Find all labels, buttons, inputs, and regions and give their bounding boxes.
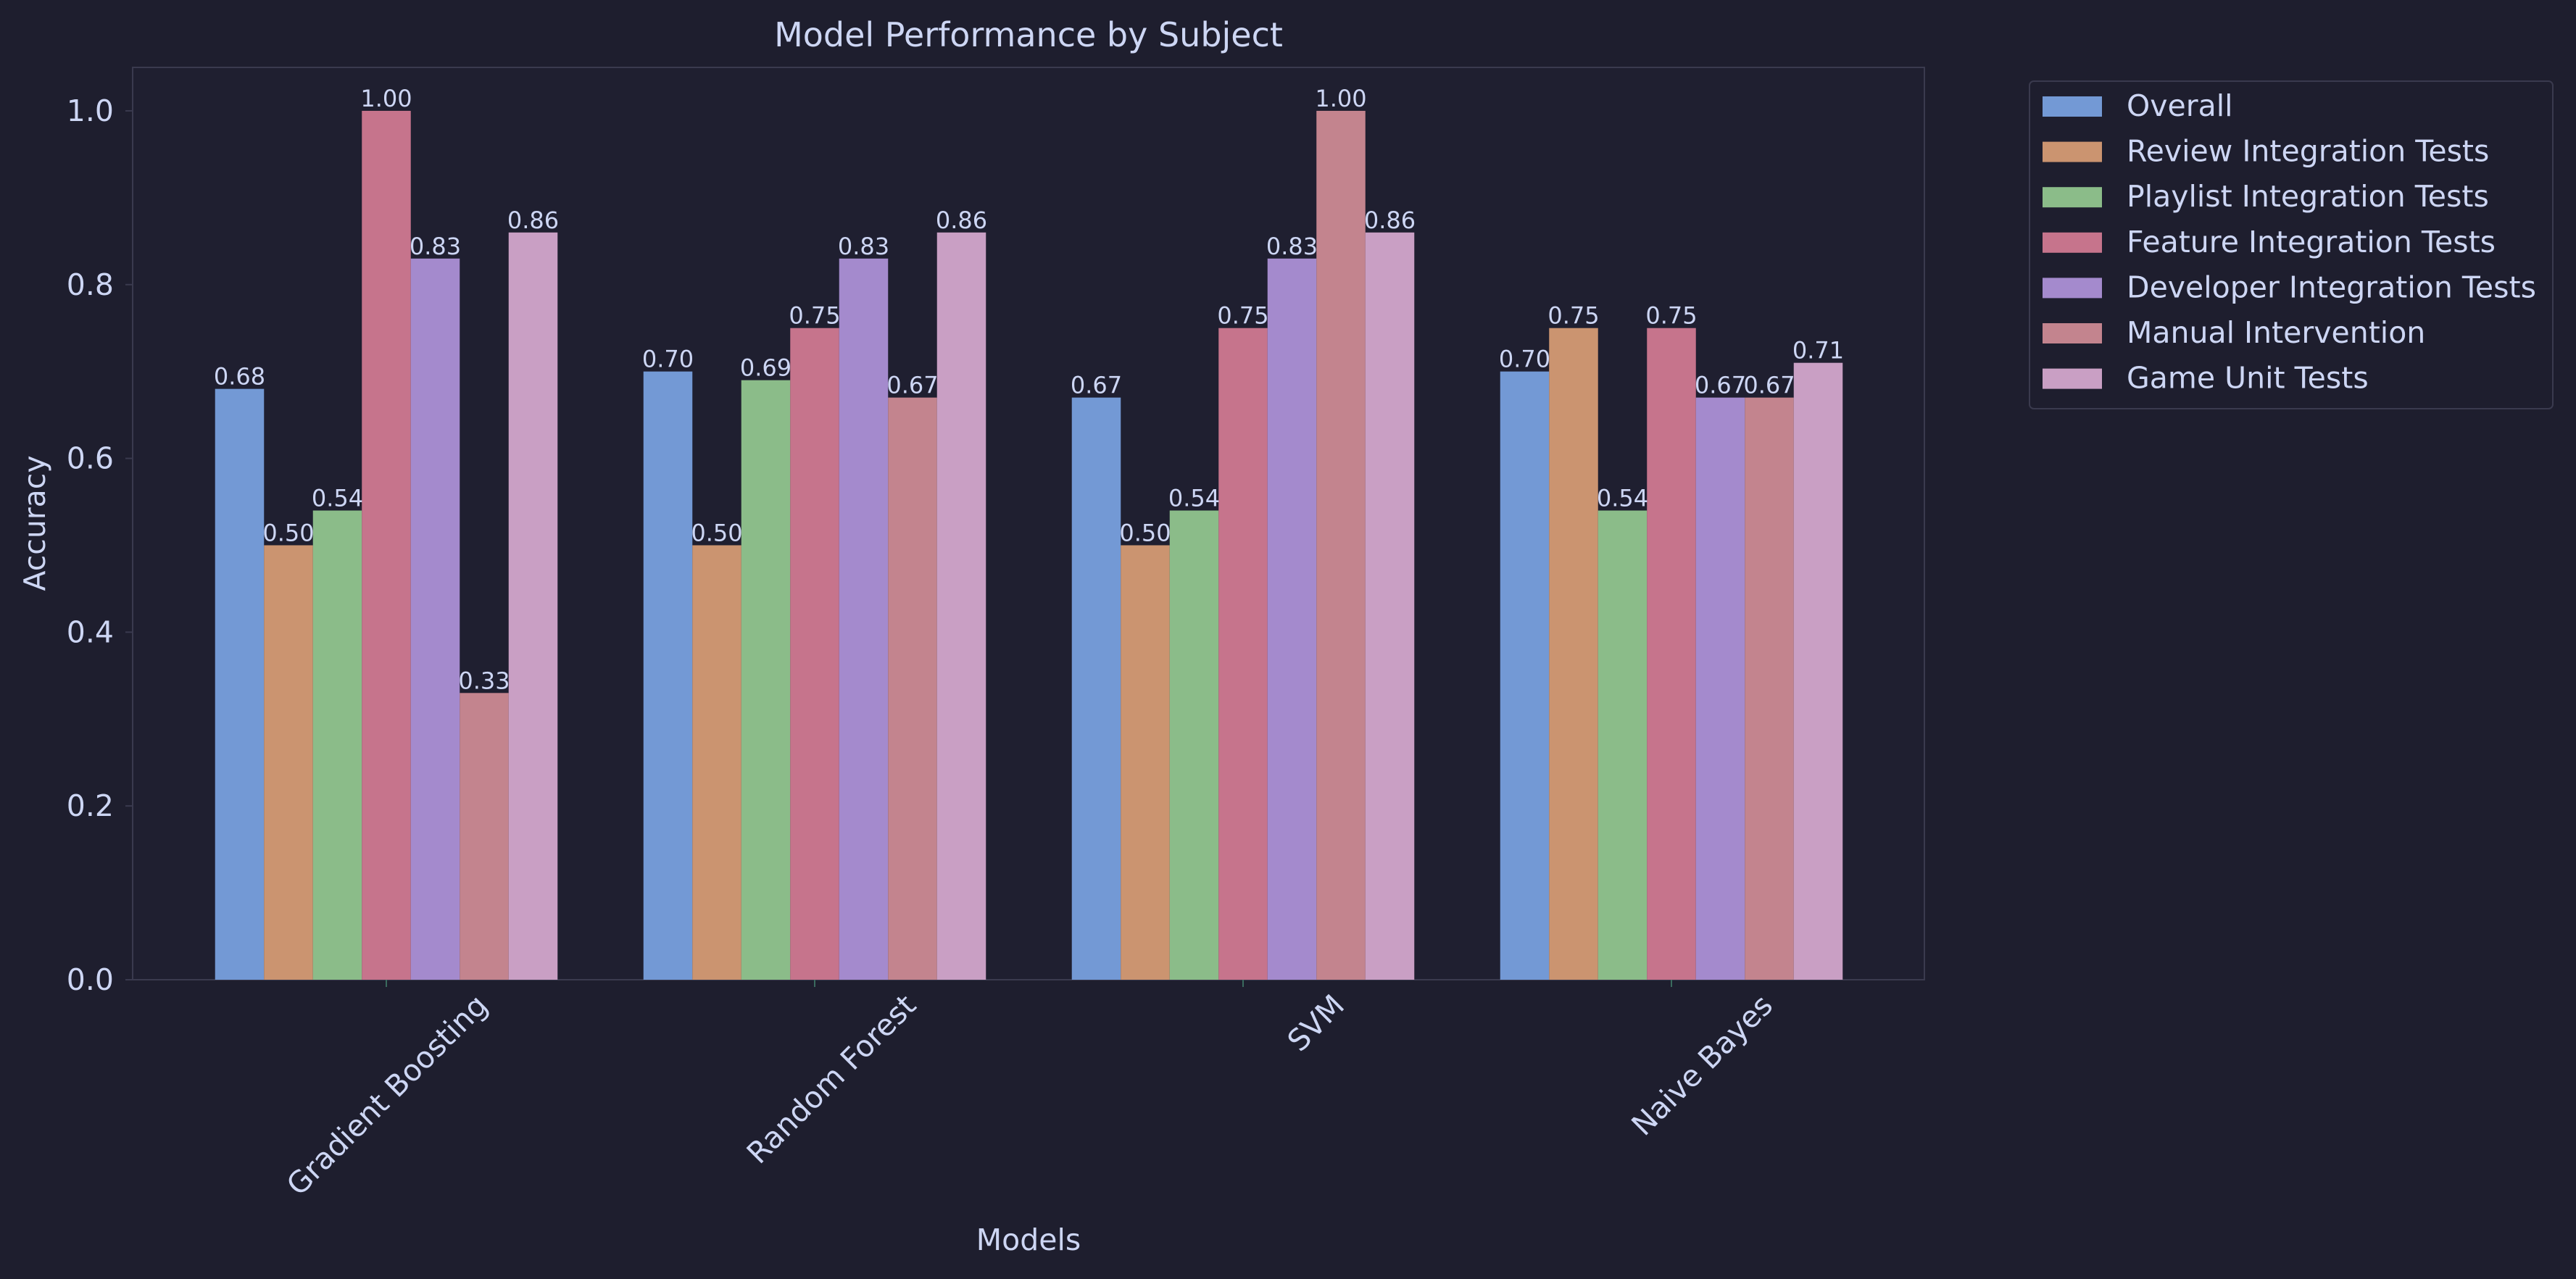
x-axis-label: Models — [976, 1222, 1081, 1257]
value-label-5-1: 0.83 — [410, 233, 461, 260]
value-label-5-4: 0.67 — [1695, 372, 1746, 399]
bar-1-3 — [1071, 397, 1121, 980]
legend-label-6: Manual Intervention — [2127, 315, 2425, 350]
bar-2-2 — [692, 545, 741, 980]
value-label-1-4: 0.70 — [1499, 346, 1550, 373]
y-axis: 0.0 0.2 0.4 0.6 0.8 1.0 — [67, 93, 133, 997]
legend-swatch-5 — [2043, 278, 2102, 299]
legend-label-1: Overall — [2127, 88, 2233, 123]
value-label-2-2: 0.50 — [691, 519, 742, 546]
bar-6-3 — [1316, 110, 1366, 980]
bar-1-4 — [1500, 371, 1550, 980]
bar-3-1 — [312, 510, 362, 980]
bar-6-4 — [1745, 397, 1794, 980]
legend-swatch-6 — [2043, 323, 2102, 343]
y-tick-label-3: 0.4 — [67, 614, 114, 649]
value-label-7-2: 0.86 — [936, 207, 987, 234]
bar-3-2 — [741, 380, 791, 980]
value-label-5-3: 0.83 — [1266, 233, 1318, 260]
bar-4-3 — [1218, 328, 1268, 980]
y-axis-label: Accuracy — [17, 455, 52, 591]
value-label-4-1: 1.00 — [360, 85, 412, 112]
value-label-7-3: 0.86 — [1364, 207, 1416, 234]
legend-swatch-4 — [2043, 232, 2102, 253]
legend-label-5: Developer Integration Tests — [2127, 270, 2536, 304]
bar-2-4 — [1549, 328, 1598, 980]
bar-6-1 — [460, 693, 509, 980]
legend-label-3: Playlist Integration Tests — [2127, 179, 2489, 214]
x-tick-label-2: Random Forest — [740, 988, 923, 1170]
y-tick-label-2: 0.2 — [67, 788, 114, 823]
bar-3-3 — [1169, 510, 1219, 980]
value-label-3-2: 0.69 — [740, 354, 792, 382]
value-label-3-4: 0.54 — [1597, 485, 1648, 512]
x-tick-label-4: Naive Bayes — [1625, 988, 1779, 1142]
legend-swatch-2 — [2043, 141, 2102, 162]
value-label-6-4: 0.67 — [1743, 372, 1795, 399]
legend-label-4: Feature Integration Tests — [2127, 225, 2496, 259]
y-tick-label-1: 0.0 — [67, 962, 114, 997]
value-label-4-2: 0.75 — [789, 302, 840, 330]
bar-7-1 — [508, 232, 558, 980]
legend-swatch-1 — [2043, 96, 2102, 117]
x-tick-label-3: SVM — [1281, 988, 1351, 1058]
value-label-3-3: 0.54 — [1168, 485, 1220, 512]
value-label-2-3: 0.50 — [1119, 519, 1171, 546]
bar-7-3 — [1365, 232, 1415, 980]
bar-5-4 — [1695, 397, 1745, 980]
bar-4-4 — [1647, 328, 1696, 980]
bar-7-4 — [1793, 362, 1843, 980]
bar-5-2 — [839, 258, 889, 980]
value-label-2-4: 0.75 — [1547, 302, 1599, 330]
value-label-2-1: 0.50 — [262, 519, 314, 546]
legend-swatch-7 — [2043, 368, 2102, 389]
bar-2-1 — [264, 545, 313, 980]
bar-1-1 — [215, 388, 265, 980]
value-labels-group: 0.68 0.50 0.54 1.00 0.83 0.33 0.86 0.70 0.50 0.69… — [214, 85, 1844, 694]
x-axis: Gradient Boosting Random Forest SVM Naive B… — [280, 980, 1779, 1202]
bar-7-2 — [936, 232, 986, 980]
value-label-7-4: 0.71 — [1792, 337, 1844, 364]
y-tick-label-5: 0.8 — [67, 267, 114, 302]
value-label-1-1: 0.68 — [214, 363, 265, 391]
value-label-1-2: 0.70 — [642, 346, 694, 373]
x-tick-label-1: Gradient Boosting — [280, 988, 494, 1202]
bar-6-2 — [888, 397, 937, 980]
legend: Overall Review Integration Tests Playlist … — [2029, 80, 2554, 409]
legend-label-7: Game Unit Tests — [2127, 361, 2369, 396]
value-label-6-2: 0.67 — [886, 372, 938, 399]
bar-5-1 — [410, 258, 460, 980]
bar-1-2 — [643, 371, 693, 980]
value-label-1-3: 0.67 — [1071, 372, 1122, 399]
bars-group — [215, 110, 1843, 980]
value-label-3-1: 0.54 — [312, 485, 363, 512]
bar-4-1 — [362, 110, 411, 980]
chart-title: Model Performance by Subject — [774, 15, 1283, 54]
y-tick-label-6: 1.0 — [67, 93, 114, 128]
bar-3-4 — [1597, 510, 1648, 980]
value-label-5-2: 0.83 — [838, 233, 889, 260]
value-label-6-3: 1.00 — [1315, 85, 1366, 112]
bar-2-3 — [1121, 545, 1170, 980]
legend-swatch-3 — [2043, 187, 2102, 208]
legend-box — [2029, 80, 2554, 409]
value-label-7-1: 0.86 — [507, 207, 559, 234]
value-label-4-3: 0.75 — [1217, 302, 1268, 330]
legend-label-2: Review Integration Tests — [2127, 134, 2489, 169]
y-tick-label-4: 0.6 — [67, 441, 114, 476]
bar-4-2 — [790, 328, 839, 980]
value-label-6-1: 0.33 — [458, 667, 510, 694]
bar-5-3 — [1267, 258, 1317, 980]
value-label-4-4: 0.75 — [1645, 302, 1697, 330]
